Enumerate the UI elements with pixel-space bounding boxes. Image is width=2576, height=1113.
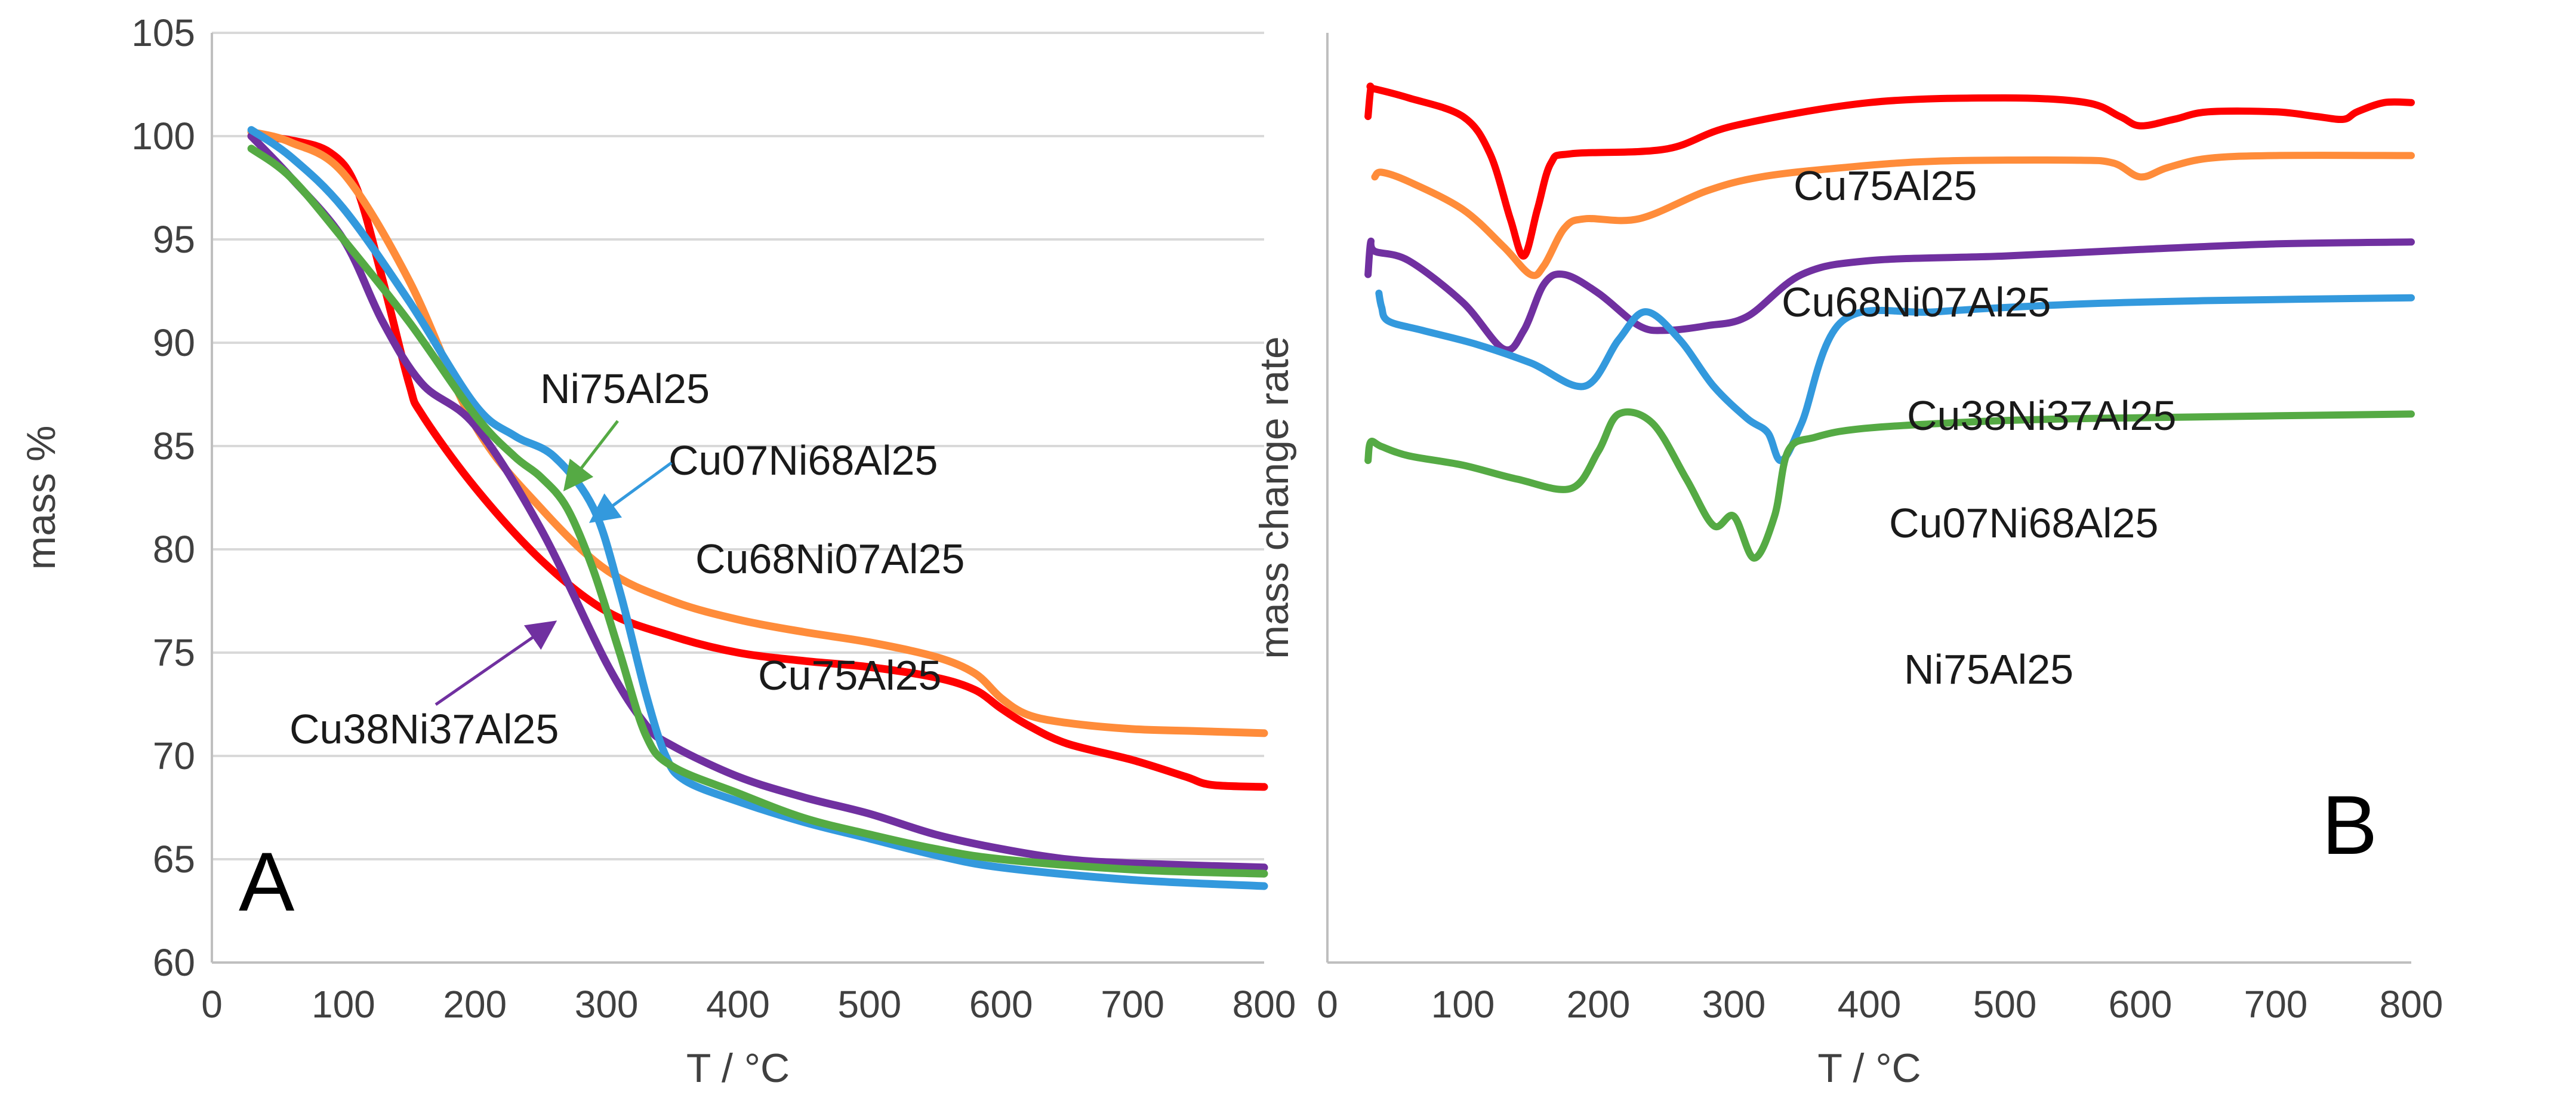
- y-tick-label-a: 100: [131, 115, 195, 158]
- annotation-a-cu75al25: Cu75Al25: [758, 652, 941, 699]
- series-line-a-ni75al25: [247, 144, 1268, 878]
- annotation-b-cu75al25: Cu75Al25: [1794, 162, 1977, 209]
- x-tick-label-b: 200: [1567, 983, 1631, 1026]
- panel-b: 0 100 200 300 400 500 600 700 800 Cu75Al25 Cu68Ni…: [1252, 33, 2443, 1091]
- y-tick-label-a: 95: [153, 218, 195, 261]
- panel-letter-a: A: [239, 835, 295, 928]
- annotation-b-cu68ni07al25: Cu68Ni07Al25: [1782, 279, 2051, 325]
- x-tick-label-a: 500: [837, 983, 901, 1026]
- y-tick-label-a: 60: [153, 941, 195, 984]
- x-axis-label-b: T / °C: [1817, 1046, 1921, 1091]
- y-tick-label-a: 85: [153, 425, 195, 468]
- x-tick-label-a: 0: [201, 983, 223, 1026]
- tick-labels-a: 0 100 200 300 400 500 600 700 800 60 65 70 75 80 85 90 9…: [131, 11, 1296, 1026]
- x-axis-label-a: T / °C: [686, 1046, 790, 1091]
- x-tick-label-a: 400: [706, 983, 770, 1026]
- series-line-a-cu68ni07al25: [247, 128, 1268, 737]
- x-tick-label-a: 600: [969, 983, 1033, 1026]
- series-line-b-cu38ni37al25: [1364, 237, 2415, 353]
- grid-a: [212, 32, 1264, 964]
- x-tick-label-b: 300: [1702, 983, 1766, 1026]
- x-tick-label-a: 300: [575, 983, 639, 1026]
- x-tick-label-b: 400: [1838, 983, 1902, 1026]
- annotation-a-cu68ni07al25: Cu68Ni07Al25: [695, 536, 965, 582]
- annotation-b-cu07ni68al25: Cu07Ni68Al25: [1889, 500, 2158, 546]
- y-tick-label-a: 80: [153, 528, 195, 571]
- x-tick-label-a: 800: [1232, 983, 1296, 1026]
- x-tick-label-a: 700: [1101, 983, 1164, 1026]
- annotation-b-ni75al25: Ni75Al25: [1904, 646, 2073, 693]
- x-tick-label-a: 200: [443, 983, 507, 1026]
- annotation-a-cu38ni37al25: Cu38Ni37Al25: [289, 706, 559, 752]
- series-group-b: [1364, 82, 2415, 562]
- y-tick-label-a: 105: [131, 11, 195, 54]
- axes-b: [1326, 33, 2411, 964]
- series-line-b-cu68ni07al25: [1371, 152, 2415, 279]
- x-tick-label-b: 700: [2244, 983, 2308, 1026]
- series-line-b-cu07ni68al25: [1375, 290, 2415, 465]
- y-tick-label-a: 70: [153, 734, 195, 777]
- y-tick-label-a: 75: [153, 631, 195, 674]
- y-tick-label-a: 90: [153, 321, 195, 364]
- panel-a: 0 100 200 300 400 500 600 700 800 60 65 70 75 80 85 90 9…: [19, 11, 1296, 1091]
- x-tick-label-b: 500: [1973, 983, 2037, 1026]
- panel-letter-b: B: [2322, 778, 2377, 872]
- annotation-arrow-a-ni75al25: [563, 420, 619, 491]
- y-axis-label-a: mass %: [19, 426, 64, 570]
- annotations-b: Cu75Al25 Cu68Ni07Al25 Cu38Ni37Al25 Cu07Ni68…: [1782, 162, 2176, 693]
- x-tick-label-b: 100: [1431, 983, 1495, 1026]
- series-line-a-cu38ni37al25: [247, 132, 1268, 872]
- annotations-a: Ni75Al25 Cu07Ni68Al25 Cu68Ni07Al25 Cu75Al25…: [289, 365, 965, 752]
- annotation-arrow-a-cu07ni68al25: [588, 461, 673, 523]
- axes-a: [211, 33, 1264, 964]
- series-line-b-ni75al25: [1364, 408, 2415, 562]
- annotation-a-cu07ni68al25: Cu07Ni68Al25: [668, 437, 938, 484]
- x-tick-label-b: 800: [2380, 983, 2443, 1026]
- series-line-a-cu07ni68al25: [247, 126, 1268, 890]
- tick-labels-b: 0 100 200 300 400 500 600 700 800: [1317, 983, 2443, 1026]
- annotation-a-ni75al25: Ni75Al25: [540, 365, 710, 412]
- series-line-a-cu75al25: [247, 132, 1268, 791]
- x-tick-label-b: 600: [2109, 983, 2173, 1026]
- y-axis-label-b: mass change rate: [1252, 336, 1297, 659]
- series-line-b-cu75al25: [1364, 82, 2415, 260]
- annotation-b-cu38ni37al25: Cu38Ni37Al25: [1907, 392, 2176, 439]
- x-tick-label-a: 100: [312, 983, 375, 1026]
- series-group-a: [247, 126, 1268, 890]
- y-tick-label-a: 65: [153, 838, 195, 881]
- x-tick-label-b: 0: [1317, 983, 1338, 1026]
- annotation-arrow-a-cu38ni37al25: [435, 620, 557, 706]
